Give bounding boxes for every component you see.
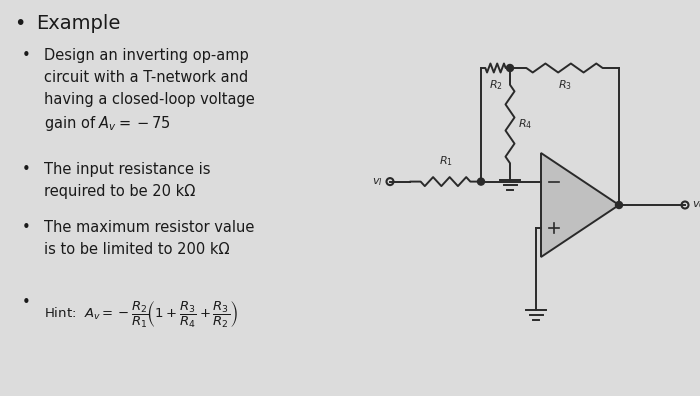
Text: gain of $A_v = -75$: gain of $A_v = -75$	[44, 114, 171, 133]
Text: •: •	[22, 220, 31, 235]
Text: Example: Example	[36, 14, 120, 33]
Text: required to be 20 kΩ: required to be 20 kΩ	[44, 184, 195, 199]
Text: The maximum resistor value: The maximum resistor value	[44, 220, 254, 235]
Text: $v_O$: $v_O$	[692, 199, 700, 211]
Text: •: •	[22, 295, 31, 310]
Text: •: •	[22, 162, 31, 177]
Text: •: •	[22, 48, 31, 63]
Text: $R_4$: $R_4$	[518, 117, 532, 131]
Text: Hint:  $A_v = -\dfrac{R_2}{R_1}\!\left(1+\dfrac{R_3}{R_4}+\dfrac{R_3}{R_2}\right: Hint: $A_v = -\dfrac{R_2}{R_1}\!\left(1+…	[44, 300, 239, 330]
Circle shape	[615, 202, 622, 209]
Text: $R_1$: $R_1$	[438, 154, 452, 168]
Text: The input resistance is: The input resistance is	[44, 162, 211, 177]
Circle shape	[507, 65, 514, 72]
Text: $R_2$: $R_2$	[489, 78, 503, 92]
Text: •: •	[14, 14, 25, 33]
Text: $R_3$: $R_3$	[557, 78, 571, 92]
Text: circuit with a T-network and: circuit with a T-network and	[44, 70, 248, 85]
Text: is to be limited to 200 kΩ: is to be limited to 200 kΩ	[44, 242, 230, 257]
Polygon shape	[541, 153, 619, 257]
Circle shape	[477, 178, 484, 185]
Text: $v_I$: $v_I$	[372, 176, 383, 187]
Text: Design an inverting op-amp: Design an inverting op-amp	[44, 48, 248, 63]
Text: having a closed-loop voltage: having a closed-loop voltage	[44, 92, 255, 107]
